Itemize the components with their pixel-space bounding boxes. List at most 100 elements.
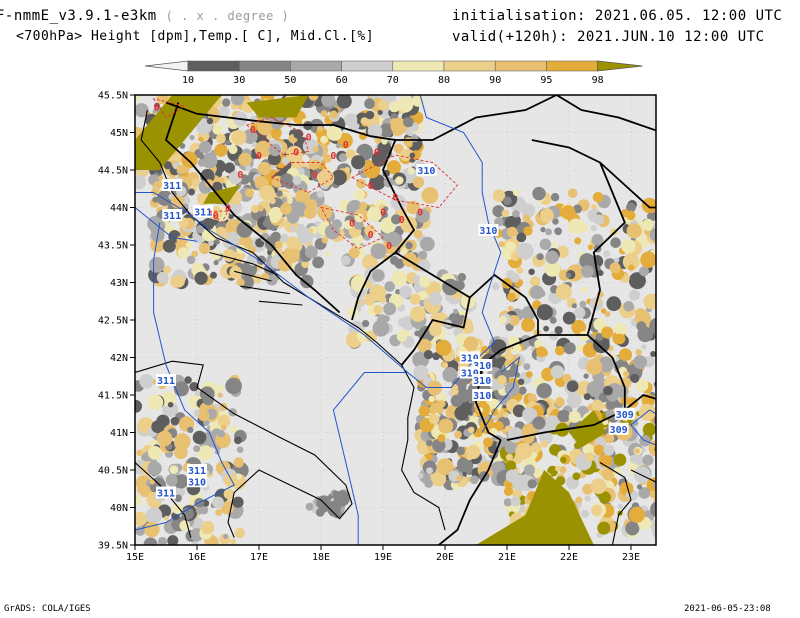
map-axes: 45.5N 45N 44.5N 44N 43.5N 43N 42.5N 42N 41.5N 41N…: [98, 91, 640, 564]
cloud-cell: [571, 319, 587, 335]
cloud-cell: [156, 95, 169, 105]
cloud-cell: [543, 325, 549, 332]
height-label-bg: [162, 179, 183, 191]
cloud-cell: [492, 282, 500, 291]
cloud-cell: [430, 312, 444, 326]
cloud-cell: [657, 358, 666, 367]
cloud-cell: [262, 220, 270, 228]
cloud-cell: [642, 422, 656, 436]
cloud-cell: [575, 496, 583, 504]
cloud-cell: [432, 438, 446, 453]
cloud-cell: [623, 301, 634, 312]
grid-unit: ( . x . degree ): [165, 9, 290, 23]
height-label-bg: [187, 475, 207, 488]
cloud-cell: [568, 410, 581, 423]
cloud-cell: [174, 494, 182, 502]
cloud-cell: [602, 468, 615, 481]
footer-timestamp: 2021-06-05-23:08: [684, 604, 771, 614]
cloud-cell: [149, 479, 155, 485]
cloud-cell: [363, 161, 381, 179]
cloud-cell: [290, 225, 296, 232]
cloud-cell: [198, 153, 205, 160]
cloud-cell: [636, 484, 643, 490]
cloud-cell: [401, 248, 408, 254]
cloud-cell: [527, 393, 537, 403]
cloud-cell: [174, 433, 191, 450]
cloud-cell: [502, 196, 512, 206]
cloud-cell: [505, 460, 517, 471]
temperature-label: 0: [399, 215, 405, 226]
colorbar-label: 30: [233, 75, 245, 86]
temperature-label: 0: [417, 207, 423, 218]
cloud-cell: [271, 231, 281, 242]
cloud-cell: [653, 480, 656, 490]
temperature-label: 0: [374, 147, 380, 158]
cloud-cell: [317, 125, 323, 132]
cloud-cell: [590, 478, 607, 495]
cloud-cell: [576, 344, 585, 352]
cloud-cell: [135, 495, 142, 506]
cloud-cell: [410, 306, 426, 322]
cloud-cell: [554, 397, 565, 408]
cloud-cell: [345, 149, 356, 159]
cloud-cell: [481, 345, 490, 355]
cloud-cell: [549, 316, 557, 324]
cloud-cell: [565, 272, 572, 279]
height-label-bg: [472, 374, 493, 386]
cloud-cell: [448, 312, 464, 328]
cloud-cell: [470, 475, 479, 485]
cloud-cell: [208, 240, 215, 247]
cloud-cell: [641, 197, 656, 214]
coastline: [135, 462, 192, 538]
cloud-cell: [135, 175, 147, 190]
temperature-label: 0: [380, 207, 386, 218]
cloud-cell: [359, 201, 368, 210]
coastline: [630, 469, 656, 483]
cloud-cell: [585, 358, 603, 375]
cloud-cell: [579, 253, 595, 269]
cloud-cell: [321, 95, 336, 107]
cloud-cell: [278, 257, 293, 272]
cloud-cell: [512, 210, 520, 218]
cloud-cell: [362, 254, 379, 270]
cloud-cell: [266, 133, 273, 140]
cloud-cell: [405, 241, 413, 250]
lat-label: 40.5N: [98, 466, 128, 477]
cloud-cell: [189, 382, 199, 392]
cloud-cell: [222, 98, 231, 107]
cloud-cell: [310, 159, 320, 169]
cloud-cell: [230, 95, 245, 106]
cloud-cell: [317, 204, 333, 220]
cloud-cell: [522, 407, 538, 423]
cloud-cell: [523, 226, 533, 236]
cloud-cell: [234, 527, 245, 539]
cloud-cell: [377, 100, 389, 111]
cloud-cell: [638, 487, 651, 499]
cloud-cell: [468, 426, 475, 433]
cloud-cell: [268, 206, 283, 221]
cloud-cell: [366, 207, 382, 222]
country-border: [531, 139, 626, 336]
cloud-cell: [425, 453, 433, 461]
cloud-cell: [222, 248, 236, 262]
cloud-cell: [603, 385, 613, 396]
temperature-contour: [152, 97, 186, 119]
temperature-label: 0: [349, 219, 355, 230]
country-border: [624, 394, 656, 411]
cloud-cell: [582, 483, 593, 495]
cloud-cell: [215, 133, 226, 144]
cloud-cell: [177, 247, 189, 259]
cloud-cell: [549, 444, 561, 456]
cloud-cell: [531, 442, 542, 453]
cloud-cell: [536, 253, 544, 261]
cloud-cell: [423, 350, 433, 360]
cloud-cell: [456, 475, 463, 482]
cloud-cell: [245, 188, 255, 198]
cloud-cell: [370, 243, 387, 259]
cloud-cell: [504, 441, 517, 454]
temperature-label: 0: [386, 241, 392, 252]
cloud-cell: [458, 310, 464, 316]
cloud-cell: [424, 479, 433, 488]
country-border: [469, 273, 539, 441]
cloud-cell: [252, 141, 258, 147]
